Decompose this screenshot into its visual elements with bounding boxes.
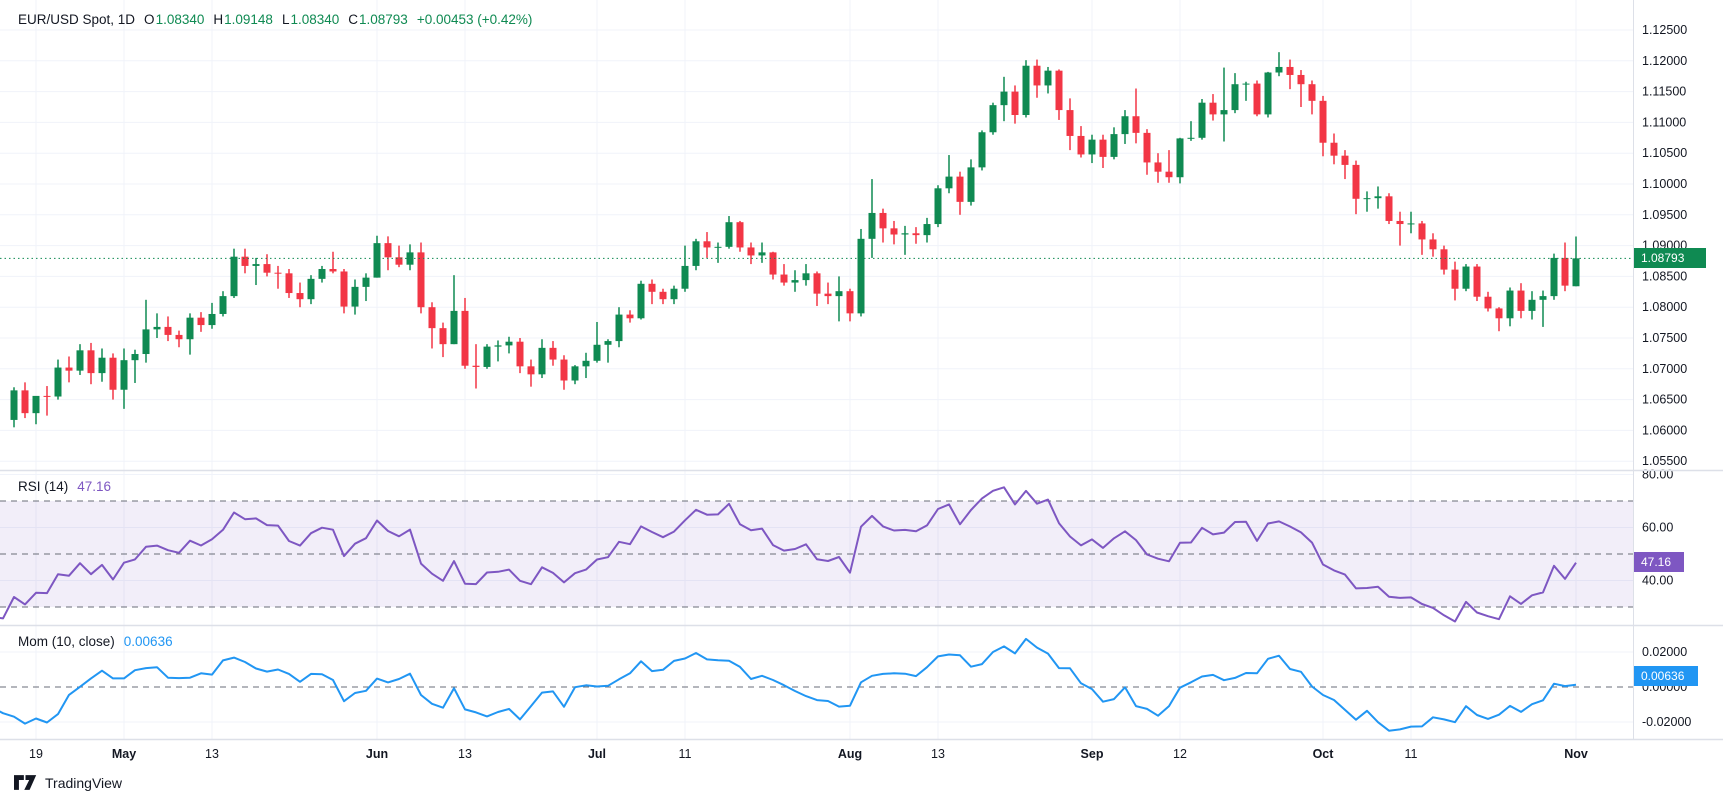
- ohlc-close: C1.08793: [348, 12, 408, 27]
- svg-text:Sep: Sep: [1081, 747, 1104, 761]
- svg-text:40.00: 40.00: [1642, 574, 1673, 588]
- rsi-value-tag: 47.16: [1634, 551, 1684, 572]
- tradingview-brand-text: TradingView: [45, 774, 123, 791]
- svg-text:1.05500: 1.05500: [1642, 454, 1687, 468]
- svg-text:1.07500: 1.07500: [1642, 331, 1687, 345]
- svg-text:0.02000: 0.02000: [1642, 645, 1687, 659]
- momentum-current-value: 0.00636: [123, 634, 173, 649]
- svg-text:1.07000: 1.07000: [1642, 362, 1687, 376]
- momentum-legend: Mom (10, close) 0.00636: [18, 634, 173, 649]
- rsi-title[interactable]: RSI (14): [18, 479, 69, 494]
- svg-text:1.06500: 1.06500: [1642, 393, 1687, 407]
- momentum-title[interactable]: Mom (10, close): [18, 634, 115, 649]
- tradingview-logo-icon: [14, 775, 37, 790]
- svg-text:May: May: [112, 747, 136, 761]
- svg-text:Jul: Jul: [588, 747, 606, 761]
- svg-text:1.08000: 1.08000: [1642, 300, 1687, 314]
- svg-text:1.09500: 1.09500: [1642, 208, 1687, 222]
- svg-text:1.12000: 1.12000: [1642, 54, 1687, 68]
- momentum-value-tag: 0.00636: [1634, 665, 1698, 686]
- svg-text:80.00: 80.00: [1642, 468, 1673, 482]
- svg-text:1.06000: 1.06000: [1642, 423, 1687, 437]
- svg-text:19: 19: [29, 747, 43, 761]
- rsi-current-value: 47.16: [77, 479, 112, 494]
- rsi-legend: RSI (14) 47.16: [18, 479, 111, 494]
- svg-text:1.11000: 1.11000: [1642, 115, 1686, 129]
- svg-text:Aug: Aug: [838, 747, 862, 761]
- last-price-tag: 1.08793: [1634, 248, 1706, 269]
- ohlc-high: H1.09148: [213, 12, 273, 27]
- change-label: +0.00453 (+0.42%): [416, 12, 533, 27]
- svg-text:1.10500: 1.10500: [1642, 146, 1687, 160]
- svg-text:13: 13: [458, 747, 472, 761]
- svg-text:11: 11: [679, 747, 692, 761]
- svg-text:-0.02000: -0.02000: [1642, 715, 1691, 729]
- svg-text:Oct: Oct: [1313, 747, 1335, 761]
- tradingview-attribution[interactable]: TradingView: [14, 772, 122, 793]
- ohlc-open: O1.08340: [144, 12, 205, 27]
- svg-text:1.11500: 1.11500: [1642, 85, 1686, 99]
- svg-text:1.10000: 1.10000: [1642, 177, 1687, 191]
- svg-text:1.12500: 1.12500: [1642, 23, 1687, 37]
- svg-text:60.00: 60.00: [1642, 521, 1673, 535]
- svg-text:13: 13: [931, 747, 945, 761]
- svg-text:Jun: Jun: [366, 747, 388, 761]
- svg-text:Nov: Nov: [1564, 747, 1588, 761]
- symbol-title[interactable]: EUR/USD Spot, 1D: [18, 12, 136, 27]
- svg-text:12: 12: [1173, 747, 1187, 761]
- symbol-legend: EUR/USD Spot, 1D O1.08340 H1.09148 L1.08…: [18, 12, 532, 27]
- ohlc-low: L1.08340: [281, 12, 340, 27]
- svg-text:1.08500: 1.08500: [1642, 269, 1687, 283]
- svg-text:13: 13: [205, 747, 219, 761]
- svg-text:11: 11: [1405, 747, 1418, 761]
